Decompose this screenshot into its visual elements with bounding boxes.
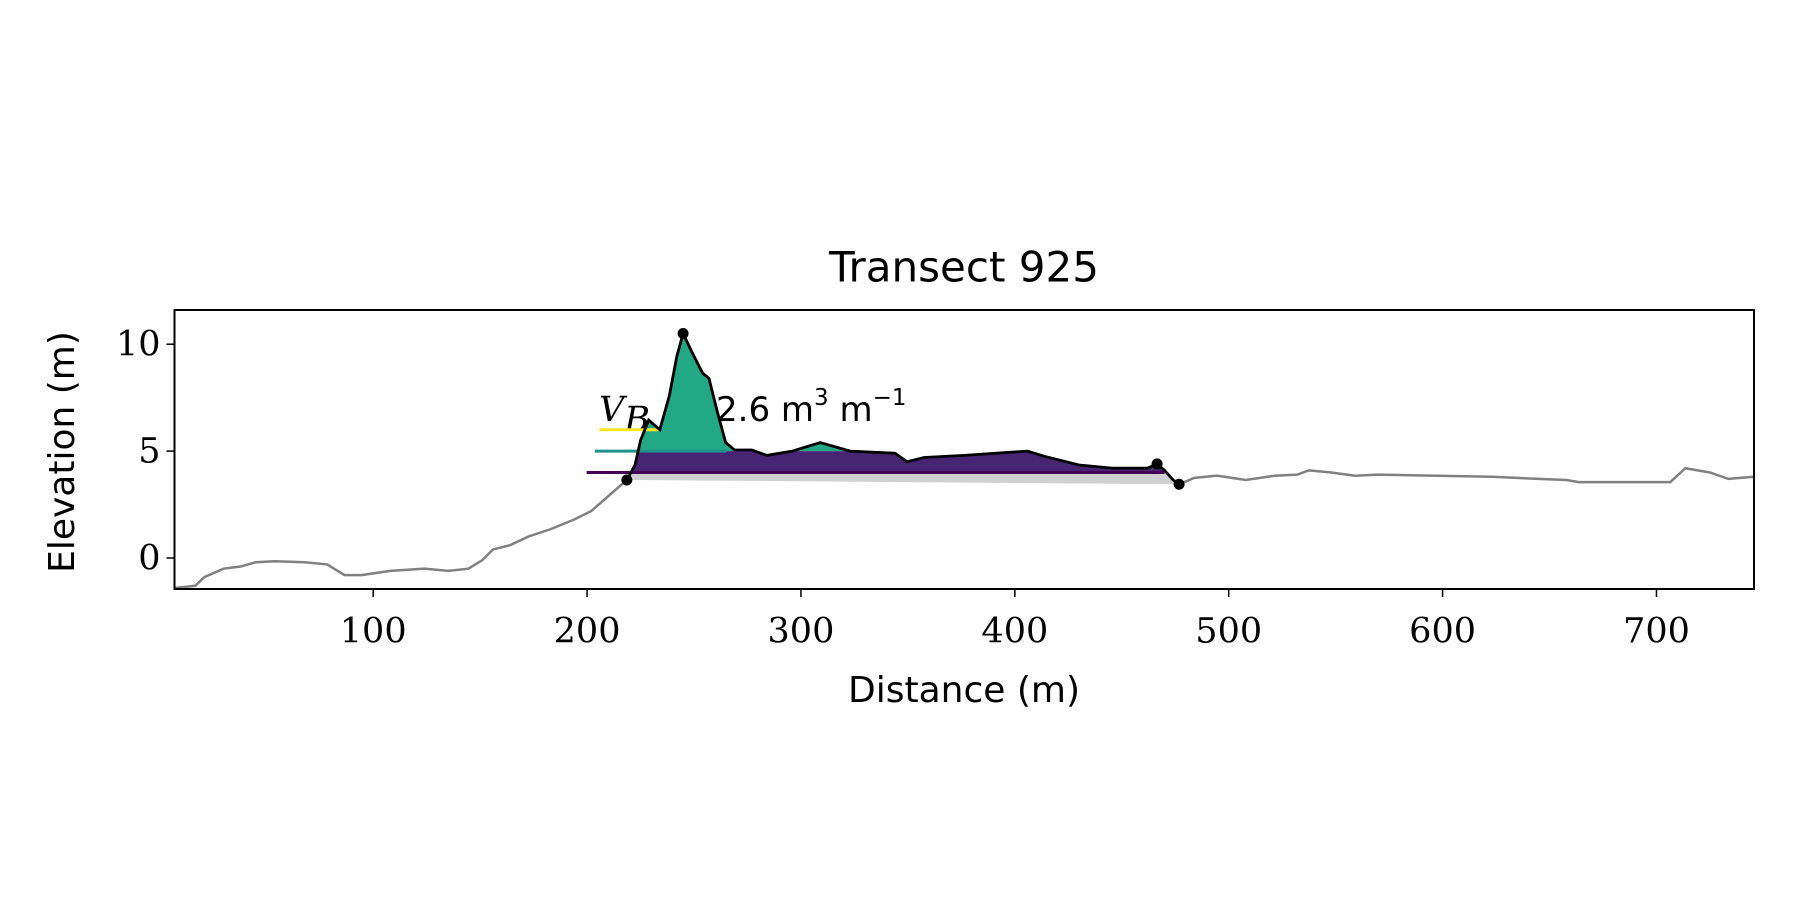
x-tick-label: 100 (340, 612, 407, 652)
annotation-power: 3 (814, 385, 829, 411)
x-tick-label: 400 (981, 612, 1048, 652)
dune-fill-base (626, 472, 1180, 485)
x-tick-label: 200 (554, 612, 621, 652)
annotation-power: −1 (873, 385, 907, 411)
dune-fill-middle (630, 451, 1167, 473)
marker (621, 474, 633, 486)
x-tick-label: 700 (1623, 612, 1690, 652)
chart-title: Transect 925 (828, 243, 1099, 292)
x-axis-label: Distance (m) (848, 670, 1080, 711)
x-tick-label: 500 (1195, 612, 1262, 652)
y-tick-label: 5 (138, 432, 160, 472)
y-tick-label: 10 (116, 325, 161, 365)
dune-fill-upper (638, 333, 1028, 452)
x-tick-label: 300 (768, 612, 835, 652)
annotation: VB 2.6 m3 m−1 (599, 385, 907, 440)
marker (1151, 458, 1163, 470)
x-tick-label: 600 (1409, 612, 1476, 652)
marker (677, 328, 689, 340)
annotation-symbol: V (599, 390, 628, 430)
annotation-text: m (829, 390, 873, 430)
plot-frame (173, 309, 1755, 590)
y-axis-label: Elevation (m) (42, 331, 83, 573)
annotation-text: 2.6 m (716, 390, 814, 430)
y-tick-label: 0 (138, 539, 160, 579)
marker (1173, 478, 1185, 490)
dune-line (625, 329, 1180, 486)
